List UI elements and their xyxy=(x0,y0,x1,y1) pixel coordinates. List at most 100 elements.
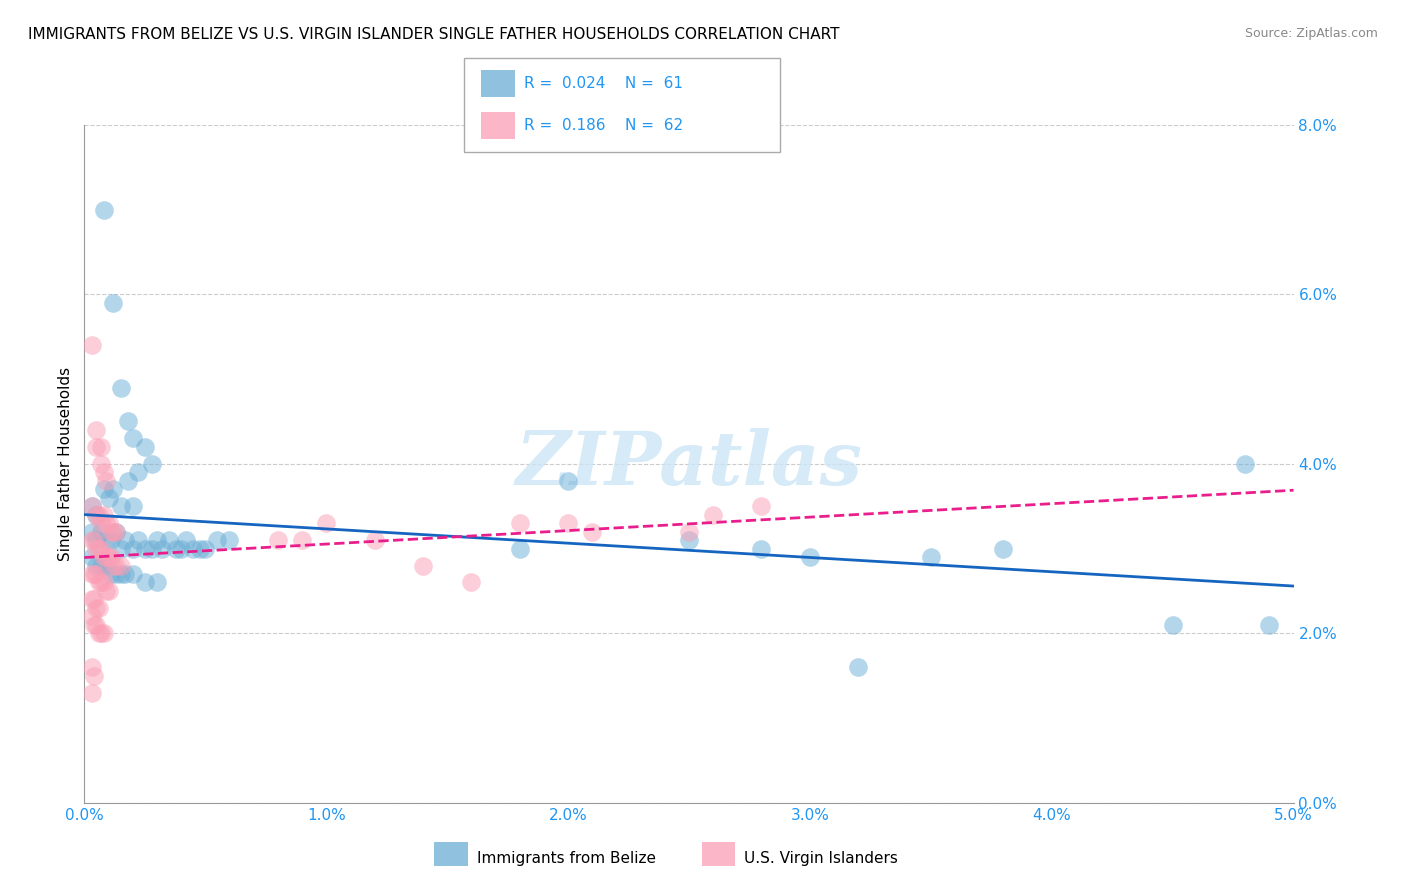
Point xyxy=(134,440,156,454)
Point xyxy=(190,541,212,556)
Point xyxy=(86,423,108,437)
Point xyxy=(207,533,229,547)
Point xyxy=(157,533,180,547)
Point xyxy=(97,491,120,505)
Point xyxy=(93,575,115,590)
Point xyxy=(97,516,120,530)
Point xyxy=(121,541,143,556)
Point xyxy=(87,508,110,522)
Point xyxy=(90,457,112,471)
Point xyxy=(86,541,108,556)
Point xyxy=(920,549,942,565)
Point xyxy=(702,508,724,522)
Point xyxy=(86,567,108,582)
Point xyxy=(799,549,821,565)
Point xyxy=(218,533,240,547)
Point xyxy=(80,592,103,607)
Point xyxy=(86,508,108,522)
Point xyxy=(581,524,603,539)
Point xyxy=(114,567,136,582)
Point xyxy=(751,500,773,514)
Point xyxy=(90,558,112,573)
Point xyxy=(90,524,112,539)
Point xyxy=(134,575,156,590)
Point xyxy=(509,516,531,530)
Point xyxy=(80,500,103,514)
Text: Source: ZipAtlas.com: Source: ZipAtlas.com xyxy=(1244,27,1378,40)
Point xyxy=(86,508,108,522)
Point xyxy=(87,541,110,556)
Point xyxy=(83,669,105,683)
Point xyxy=(103,482,125,496)
Point xyxy=(1258,617,1281,632)
Point xyxy=(86,558,108,573)
Point xyxy=(104,524,127,539)
Point xyxy=(100,524,122,539)
Point xyxy=(103,558,125,573)
Point xyxy=(114,533,136,547)
Point xyxy=(97,583,120,598)
Point xyxy=(846,660,869,674)
Point xyxy=(87,575,110,590)
Y-axis label: Single Father Households: Single Father Households xyxy=(58,367,73,561)
Point xyxy=(170,541,193,556)
Text: U.S. Virgin Islanders: U.S. Virgin Islanders xyxy=(744,851,897,865)
Point xyxy=(174,533,197,547)
Point xyxy=(90,575,112,590)
Point xyxy=(83,617,105,632)
Point xyxy=(165,541,187,556)
Text: R =  0.186    N =  62: R = 0.186 N = 62 xyxy=(524,119,683,133)
Point xyxy=(94,583,117,598)
Point xyxy=(509,541,531,556)
Point xyxy=(557,516,579,530)
Point xyxy=(141,541,163,556)
Point xyxy=(150,541,173,556)
Point xyxy=(80,549,103,565)
Point xyxy=(86,617,108,632)
Point xyxy=(117,474,139,488)
Text: IMMIGRANTS FROM BELIZE VS U.S. VIRGIN ISLANDER SINGLE FATHER HOUSEHOLDS CORRELAT: IMMIGRANTS FROM BELIZE VS U.S. VIRGIN IS… xyxy=(28,27,839,42)
Point xyxy=(100,549,122,565)
Point xyxy=(121,432,143,446)
Point xyxy=(94,533,117,547)
Point xyxy=(103,524,125,539)
Point xyxy=(110,380,132,394)
Point xyxy=(127,533,149,547)
Point xyxy=(90,516,112,530)
Point xyxy=(751,541,773,556)
Point xyxy=(80,660,103,674)
Point xyxy=(194,541,217,556)
Point xyxy=(363,533,385,547)
Point xyxy=(83,592,105,607)
Point xyxy=(93,549,115,565)
Point xyxy=(678,533,700,547)
Point xyxy=(94,516,117,530)
Point xyxy=(141,457,163,471)
Point xyxy=(80,609,103,624)
Point xyxy=(146,533,169,547)
Point xyxy=(90,440,112,454)
Point xyxy=(93,202,115,217)
Point xyxy=(678,524,700,539)
Point xyxy=(93,482,115,496)
Point xyxy=(80,533,103,547)
Point xyxy=(80,567,103,582)
Point xyxy=(86,440,108,454)
Point xyxy=(103,296,125,310)
Point xyxy=(104,567,127,582)
Point xyxy=(86,533,108,547)
Point xyxy=(1234,457,1257,471)
Point xyxy=(291,533,314,547)
Point xyxy=(110,558,132,573)
Text: Immigrants from Belize: Immigrants from Belize xyxy=(477,851,655,865)
Point xyxy=(315,516,337,530)
Point xyxy=(127,466,149,480)
Point xyxy=(87,601,110,615)
Point xyxy=(993,541,1015,556)
Point xyxy=(97,549,120,565)
Point xyxy=(181,541,204,556)
Point xyxy=(557,474,579,488)
Point xyxy=(80,524,103,539)
Point xyxy=(146,575,169,590)
Point xyxy=(460,575,482,590)
